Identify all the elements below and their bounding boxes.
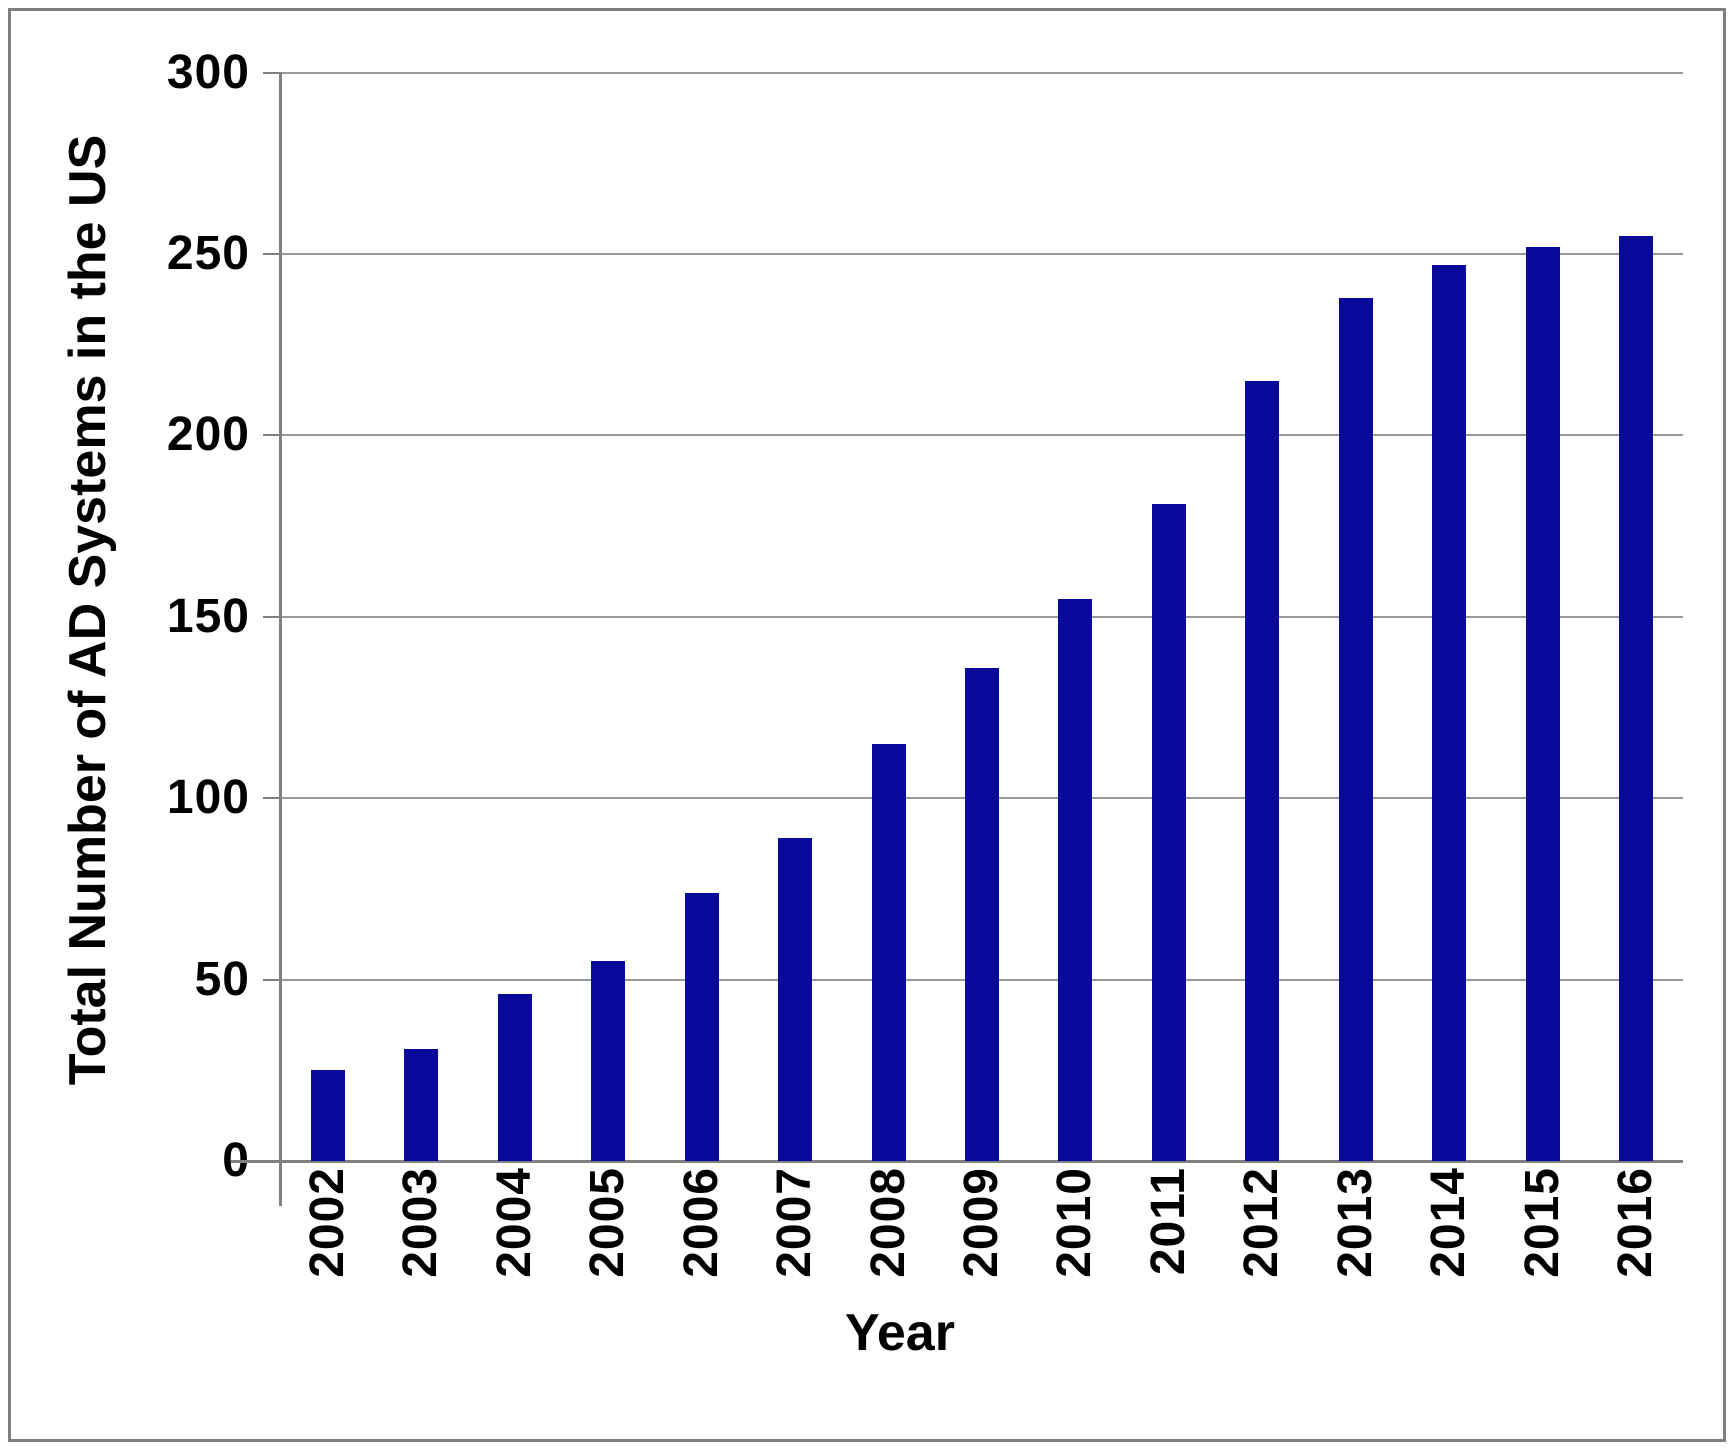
bar-2003 — [404, 1048, 439, 1161]
bar-2013 — [1338, 297, 1373, 1161]
bar-2011 — [1151, 504, 1186, 1161]
y-tick-50 — [263, 978, 281, 981]
x-tick-label: 2010 — [1048, 1167, 1102, 1278]
gridline-150 — [281, 615, 1683, 618]
x-tick-label: 2008 — [861, 1167, 915, 1278]
bar-2004 — [497, 994, 532, 1161]
x-tick-label: 2012 — [1235, 1167, 1289, 1278]
bar-2010 — [1058, 598, 1093, 1161]
y-tick-label: 100 — [166, 771, 250, 825]
bar-2016 — [1619, 235, 1654, 1161]
bar-2009 — [965, 667, 999, 1161]
x-axis-title: Year — [845, 1304, 955, 1362]
x-tick-label: 2002 — [300, 1167, 354, 1278]
y-tick-200 — [263, 434, 281, 437]
y-axis-line — [279, 72, 282, 1206]
y-tick-label: 250 — [166, 227, 250, 280]
gridline-200 — [281, 434, 1683, 437]
bar-2012 — [1245, 380, 1280, 1161]
y-tick-250 — [263, 253, 281, 255]
x-axis-line — [231, 1160, 1683, 1163]
x-tick-label: 2007 — [768, 1167, 822, 1278]
y-tick-100 — [263, 797, 281, 800]
x-tick-label: 2009 — [955, 1167, 1008, 1278]
bar-2007 — [778, 838, 813, 1161]
x-tick-label: 2014 — [1422, 1167, 1476, 1278]
bar-2008 — [871, 743, 906, 1161]
y-tick-label: 300 — [166, 45, 250, 99]
bar-2015 — [1525, 246, 1560, 1161]
x-tick-label: 2004 — [487, 1167, 541, 1278]
chart-outer-border — [8, 8, 1726, 1442]
bar-2005 — [591, 961, 626, 1161]
x-tick-label: 2013 — [1328, 1167, 1382, 1278]
x-tick-label: 2015 — [1515, 1167, 1569, 1278]
bar-2006 — [684, 892, 719, 1161]
bar-2002 — [310, 1070, 345, 1161]
gridline-300 — [281, 71, 1683, 74]
x-tick-label: 2003 — [394, 1167, 448, 1278]
y-tick-label: 0 — [222, 1134, 250, 1187]
y-tick-label: 50 — [194, 952, 250, 1006]
x-tick-label: 2006 — [674, 1167, 728, 1278]
x-tick-label: 2005 — [581, 1167, 635, 1278]
bar-2014 — [1432, 264, 1467, 1161]
y-tick-150 — [263, 615, 281, 618]
y-tick-label: 150 — [166, 589, 250, 643]
y-tick-300 — [263, 71, 281, 74]
x-tick-label: 2011 — [1141, 1167, 1195, 1276]
gridline-250 — [281, 253, 1683, 255]
y-tick-label: 200 — [166, 408, 250, 462]
x-tick-label: 2016 — [1609, 1167, 1663, 1278]
